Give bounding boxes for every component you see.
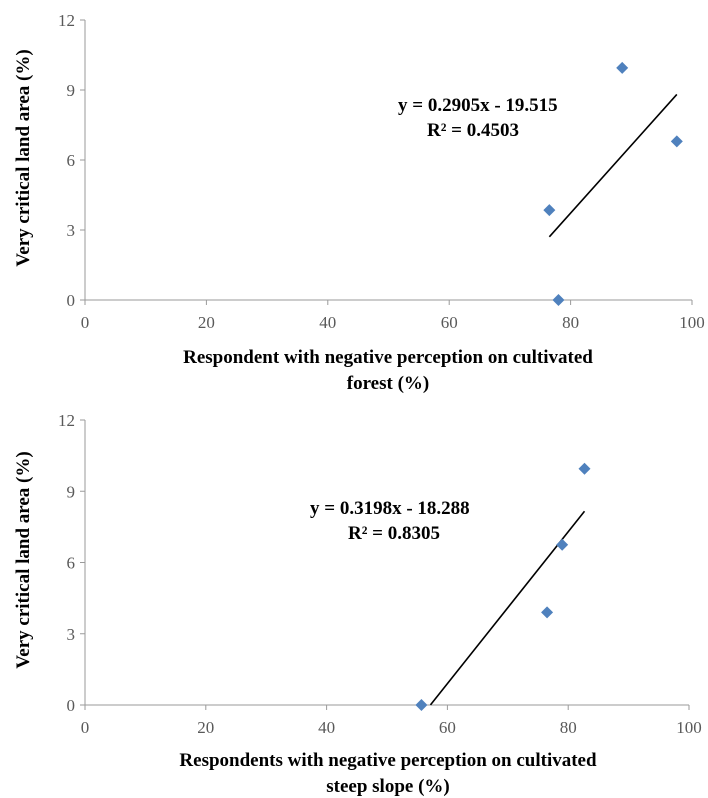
chart-1-trendline <box>548 93 678 238</box>
chart-1-y-axis-title: Very critical land area (%) <box>13 49 34 266</box>
chart-1-x-axis-title-line-1: Respondent with negative perception on c… <box>183 347 593 368</box>
chart-1-x-tick-label: 100 <box>679 313 705 332</box>
chart-1-y-tick-label: 12 <box>58 11 75 30</box>
chart-2-x-tick-label: 80 <box>560 718 577 737</box>
chart-1-y-tick-label: 9 <box>67 81 76 100</box>
chart-1-data-point <box>616 61 629 74</box>
chart-1-y-ticks: 0 3 6 9 12 <box>58 11 85 310</box>
chart-2-x-tick-label: 100 <box>676 718 702 737</box>
chart-2-x-tick-label: 20 <box>197 718 214 737</box>
chart-2: 0 3 6 9 12 0 20 40 60 80 100 y = 0.3198x - 18.288… <box>13 411 702 797</box>
chart-2-y-tick-label: 9 <box>67 482 76 501</box>
chart-2-data-point <box>541 606 554 619</box>
chart-2-y-tick-label: 12 <box>58 411 75 430</box>
chart-2-points <box>415 462 591 711</box>
chart-1-points <box>543 61 683 306</box>
chart-2-y-axis-title: Very critical land area (%) <box>13 451 34 668</box>
chart-2-x-axis-title-line-1: Respondents with negative perception on … <box>179 750 597 771</box>
chart-2-x-ticks: 0 20 40 60 80 100 <box>81 705 702 737</box>
chart-2-data-point <box>556 538 569 551</box>
chart-1-y-tick-label: 6 <box>67 151 76 170</box>
chart-2-data-point <box>578 462 591 475</box>
chart-1-x-tick-label: 80 <box>562 313 579 332</box>
chart-2-data-point <box>415 699 428 711</box>
chart-1-axes <box>84 20 692 301</box>
chart-1-y-tick-label: 0 <box>67 291 76 310</box>
chart-1-r-squared: R² = 0.4503 <box>427 120 519 141</box>
chart-2-x-tick-label: 60 <box>439 718 456 737</box>
chart-1-data-point <box>670 135 683 148</box>
chart-2-x-tick-label: 40 <box>318 718 335 737</box>
chart-1-x-tick-label: 0 <box>81 313 90 332</box>
chart-1-x-tick-label: 40 <box>319 313 336 332</box>
chart-2-y-tick-label: 3 <box>67 625 76 644</box>
chart-2-y-tick-label: 6 <box>67 554 76 573</box>
chart-2-y-tick-label: 0 <box>67 696 76 715</box>
chart-1-data-point <box>552 294 565 306</box>
chart-1-trendline-segment <box>548 93 678 238</box>
chart-1-x-tick-label: 20 <box>198 313 215 332</box>
chart-2-equation: y = 0.3198x - 18.288 <box>310 498 470 519</box>
chart-1: 0 3 6 9 12 0 20 40 60 80 100 y = 0.2905x - 19.515… <box>13 11 705 394</box>
chart-2-r-squared: R² = 0.8305 <box>348 523 440 544</box>
chart-1-x-ticks: 0 20 40 60 80 100 <box>81 300 705 332</box>
chart-2-axes <box>84 420 689 706</box>
chart-2-x-axis-title-line-2: steep slope (%) <box>326 776 449 797</box>
chart-2-y-ticks: 0 3 6 9 12 <box>58 411 85 715</box>
chart-1-data-point <box>543 204 556 217</box>
chart-2-x-tick-label: 0 <box>81 718 90 737</box>
chart-1-x-tick-label: 60 <box>441 313 458 332</box>
chart-1-x-axis-title-line-2: forest (%) <box>347 373 429 394</box>
chart-1-y-tick-label: 3 <box>67 221 76 240</box>
chart-1-equation: y = 0.2905x - 19.515 <box>398 95 558 116</box>
